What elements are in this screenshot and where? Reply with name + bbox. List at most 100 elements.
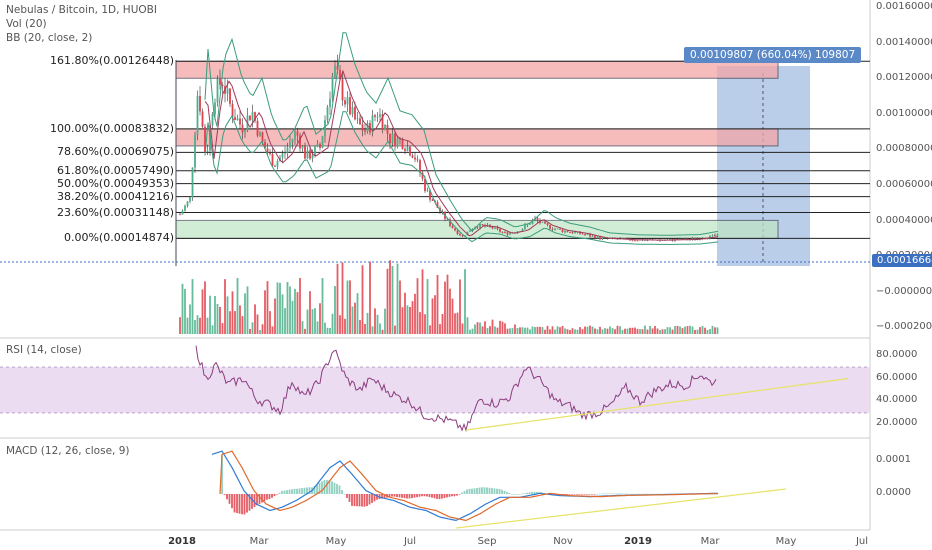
candle-body [226,88,229,94]
macd-histogram-bar [243,494,246,515]
candle-body [334,65,336,77]
candle-body [229,88,231,104]
fib-zone-bottom [175,219,779,239]
candle-body [289,142,291,148]
fib-level-label: 100.00%(0.00083832) [49,121,174,135]
candle-body [411,155,414,158]
candle-body [596,236,599,239]
macd-histogram-bar [233,494,236,513]
vol-indicator-label: Vol (20) [6,18,47,30]
macd-histogram-bar [266,494,268,500]
volume-bar [714,327,716,334]
volume-bar [504,323,506,334]
candle-body [544,221,546,224]
volume-bar [354,302,356,334]
macd-histogram-bar [381,494,383,499]
time-axis-tick: Jul [855,536,869,547]
candle-body [479,223,481,228]
volume-bar [341,262,344,334]
volume-bar [541,327,544,334]
candle-body [624,238,626,239]
volume-bar [406,305,409,334]
volume-bar [666,327,669,334]
macd-histogram-bar [238,494,241,514]
macd-histogram-bar [226,494,228,500]
volume-bar [374,308,376,334]
candle-body [421,172,424,179]
candle-body [244,130,246,133]
volume-bar [349,280,351,334]
macd-histogram-bar [356,494,358,507]
volume-bar [311,309,314,334]
candle-body [299,135,301,149]
macd-histogram-bar [481,487,483,494]
macd-histogram-bar [251,494,253,509]
macd-histogram-bar [301,488,303,494]
volume-bar [281,294,284,334]
bb-lower [204,111,719,246]
volume-bar [451,298,454,334]
volume-bar [249,328,251,334]
candle-body [381,114,384,130]
candle-body [476,227,479,229]
macd-histogram-bar [468,488,471,494]
volume-bar [424,314,426,334]
candle-body [316,144,319,147]
macd-histogram-bar [471,488,473,494]
macd-histogram-bar [248,494,251,511]
volume-bar [464,269,466,334]
volume-bar [601,329,604,334]
candle-body [449,219,451,226]
candle-body [714,234,716,236]
macd-histogram-bar [601,493,603,495]
volume-bar [644,325,646,334]
macd-histogram-bar [486,487,488,494]
time-axis-tick: May [325,536,347,547]
macd-histogram-bar [461,492,463,494]
volume-bar [391,266,394,334]
volume-bar [661,329,664,334]
candle-body [496,227,499,229]
volume-bar [614,329,616,334]
volume-bar [361,265,364,334]
candle-body [264,142,266,149]
candle-body [566,230,569,233]
candle-body [351,107,354,115]
price-axis-tick: 0.00080000 [876,143,932,155]
macd-histogram-bar [228,494,231,504]
candle-body [284,152,286,154]
volume-bar [511,328,514,334]
volume-bar [679,326,681,334]
candle-body [256,120,259,136]
macd-histogram-bar [351,494,353,506]
candle-body [356,118,359,120]
macd-histogram-bar [576,494,578,495]
macd-histogram-bar [388,494,391,498]
bb-basis [204,69,719,241]
macd-histogram-bar [613,493,616,495]
macd-histogram-bar [536,491,538,494]
macd-line [211,450,719,522]
candle-body [669,239,671,240]
candle-body [194,135,196,168]
macd-histogram-bar [268,494,271,500]
candle-body [556,228,559,230]
volume-bar [454,313,456,334]
volume-bar [316,321,319,334]
candle-body [329,98,331,107]
candle-body [416,159,419,161]
volume-bar [656,328,659,334]
volume-bar [501,321,504,334]
time-axis-tick: Mar [249,536,269,547]
candle-body [236,118,239,121]
macd-histogram-bar [621,493,623,495]
macd-histogram-bar [288,489,291,494]
macd-histogram-bar [383,494,386,499]
volume-bar [674,326,676,334]
candle-body [546,223,549,226]
candle-body [509,232,511,235]
volume-bar [336,263,339,334]
volume-bar [394,325,396,334]
volume-bar [271,326,274,334]
